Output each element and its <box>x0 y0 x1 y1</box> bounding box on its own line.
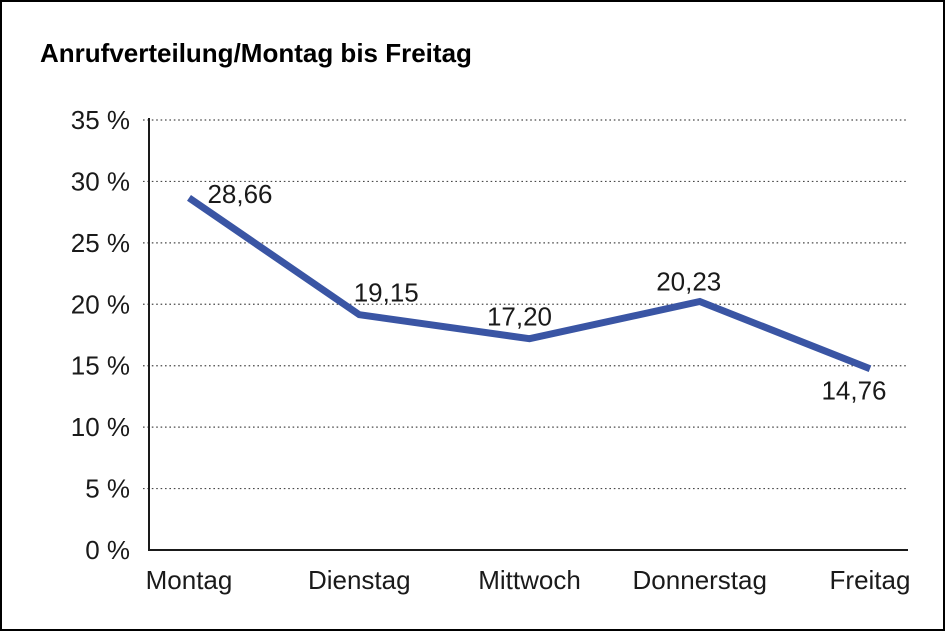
y-tick-label: 20 % <box>71 289 130 319</box>
y-tick-label: 10 % <box>71 412 130 442</box>
y-tick-label: 30 % <box>71 166 130 196</box>
y-tick-label: 35 % <box>71 105 130 135</box>
data-label: 28,66 <box>207 179 272 209</box>
y-tick-label: 5 % <box>85 474 130 504</box>
series-line <box>187 195 872 372</box>
chart-title: Anrufverteilung/Montag bis Freitag <box>40 38 472 68</box>
x-category-label: Freitag <box>830 565 911 595</box>
x-category-label: Donnerstag <box>633 565 767 595</box>
x-category-label: Dienstag <box>308 565 411 595</box>
data-label: 20,23 <box>656 266 721 296</box>
y-tick-label: 15 % <box>71 351 130 381</box>
data-label: 19,15 <box>354 278 419 308</box>
y-tick-label: 25 % <box>71 228 130 258</box>
x-category-label: Montag <box>146 565 233 595</box>
x-category-label: Mittwoch <box>478 565 581 595</box>
data-label: 14,76 <box>821 376 886 406</box>
y-tick-label: 0 % <box>85 535 130 565</box>
data-label: 17,20 <box>487 302 552 332</box>
